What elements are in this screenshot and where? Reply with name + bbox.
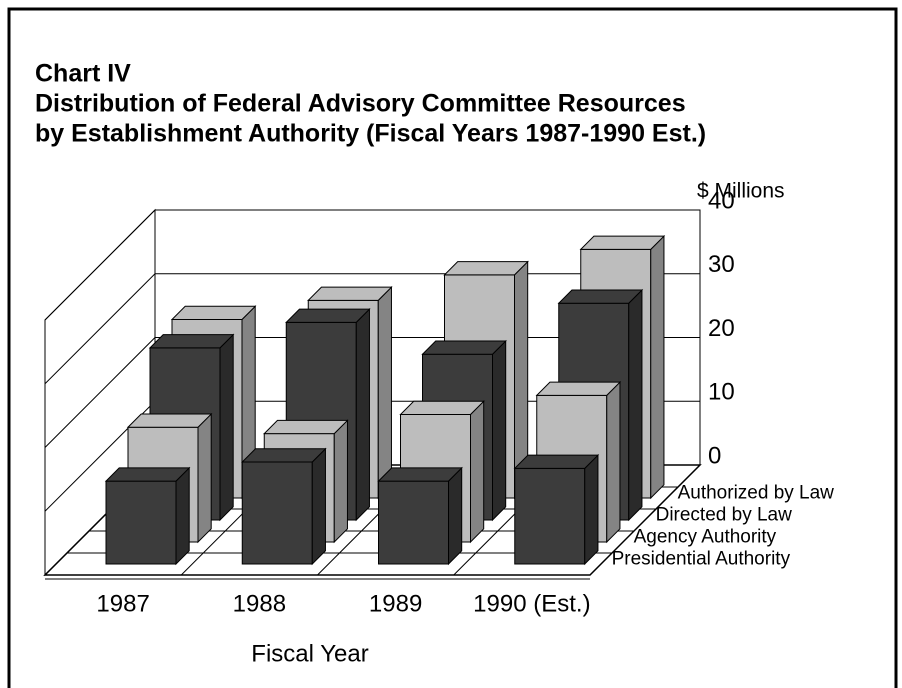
bar bbox=[378, 480, 449, 565]
bar bbox=[104, 466, 191, 566]
bar-top bbox=[513, 454, 600, 469]
y-tick-label: 30 bbox=[708, 251, 735, 278]
series-label: Authorized by Law bbox=[678, 482, 835, 503]
y-tick-label: 10 bbox=[708, 379, 735, 406]
bar-top bbox=[263, 419, 349, 435]
bar bbox=[514, 467, 586, 565]
bar-side bbox=[377, 285, 392, 500]
bar-top bbox=[579, 235, 666, 250]
chart-title: Distribution of Federal Advisory Committ… bbox=[35, 90, 686, 118]
x-tick-label: 1989 bbox=[369, 590, 422, 617]
bar-side bbox=[650, 234, 665, 500]
bar bbox=[241, 447, 327, 566]
grid-line bbox=[44, 209, 700, 321]
bar-top bbox=[377, 467, 463, 482]
bar bbox=[513, 453, 600, 566]
bar-side bbox=[628, 288, 643, 522]
x-tick-label: 1990 (Est.) bbox=[473, 590, 590, 617]
bar-side bbox=[470, 400, 485, 544]
bar-side bbox=[584, 453, 599, 566]
bar-side bbox=[492, 339, 507, 522]
y-axis-label: $ Millions bbox=[697, 180, 785, 203]
bar-side bbox=[197, 412, 212, 544]
bar-top bbox=[104, 467, 191, 482]
bar-side bbox=[219, 333, 234, 522]
chart-title: Chart IV bbox=[35, 60, 131, 88]
series-label: Directed by Law bbox=[656, 504, 793, 525]
bar-top bbox=[126, 413, 213, 428]
bar-side bbox=[606, 380, 621, 544]
frame bbox=[7, 7, 898, 688]
x-tick-label: 1988 bbox=[233, 590, 286, 617]
bar bbox=[377, 466, 463, 566]
x-tick-label: 1987 bbox=[96, 590, 149, 617]
bar-side bbox=[448, 466, 463, 566]
bar-top bbox=[285, 308, 371, 323]
bar-top bbox=[148, 334, 235, 349]
bar-top bbox=[421, 340, 507, 355]
y-tick-label: 40 bbox=[708, 187, 735, 214]
bar-top bbox=[557, 289, 644, 304]
y-tick-label: 0 bbox=[708, 442, 721, 469]
bar-side bbox=[333, 419, 348, 544]
bar-side bbox=[311, 447, 326, 566]
chart-title: by Establishment Authority (Fiscal Years… bbox=[35, 120, 706, 148]
bar-side bbox=[355, 307, 370, 522]
bar-top bbox=[443, 261, 529, 276]
bar-side bbox=[175, 466, 190, 566]
bar bbox=[105, 480, 177, 565]
bar-top bbox=[170, 305, 257, 320]
bar-top bbox=[307, 286, 393, 301]
bar-top bbox=[399, 400, 485, 415]
bar-top bbox=[535, 381, 622, 396]
series-label: Presidential Authority bbox=[612, 548, 791, 569]
bar-top bbox=[241, 448, 327, 463]
y-tick-label: 20 bbox=[708, 315, 735, 342]
x-axis-label: Fiscal Year bbox=[251, 640, 368, 667]
bar bbox=[241, 461, 313, 565]
series-label: Agency Authority bbox=[634, 526, 777, 547]
